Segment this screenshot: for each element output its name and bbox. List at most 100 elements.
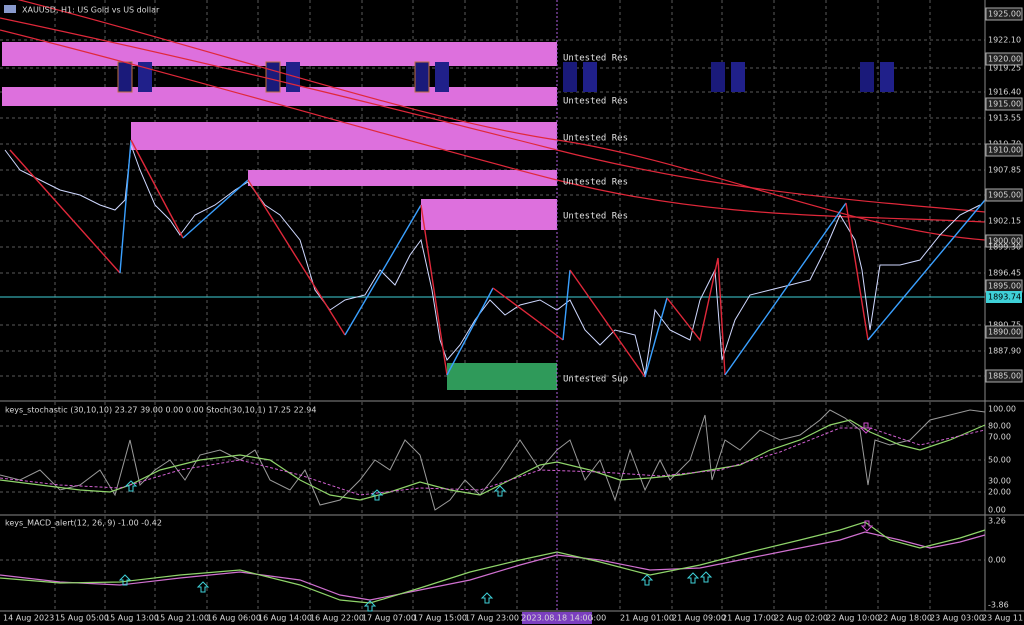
session-box [563,62,577,92]
time-axis-label: 17 Aug 23:00 [465,614,519,623]
time-axis-label: 21 Aug 09:00 [672,614,726,623]
price-box [985,234,1023,248]
price-axis-label: 1885.00 [988,372,1021,381]
price-axis-label: 1920.00 [988,55,1021,64]
time-axis-label: 23 Aug 11:00 [982,614,1024,623]
time-axis-label: 21 Aug 01:00 [620,614,674,623]
session-boxes [117,61,894,93]
price-axis-label: 1890.75 [988,321,1021,330]
session-box [711,62,725,92]
price-axis-label: 1919.25 [988,64,1021,73]
stoch-axis-label: 0.00 [988,506,1006,515]
crosshair-time: 2023.08.18 14:00 [521,614,592,623]
current-price-box [986,291,1022,303]
buy-arrow [370,489,384,501]
symbol-title: XAUUSD, H1: US Gold vs US dollar [22,6,160,15]
stoch-signal [0,419,986,501]
res-zone [131,122,557,150]
macd-axis-label: 0.00 [988,556,1006,565]
zone-label: Untested Res [563,54,628,64]
price-axis-label: 1890.00 [988,328,1021,337]
zigzag-down [130,139,184,239]
stoch-main [0,409,986,511]
buy-arrow [118,574,132,586]
time-axis-label: 17 Aug 15:00 [413,614,467,623]
zigzag-down [492,287,564,341]
buy-arrow [493,485,507,497]
zigzag-down [420,204,448,376]
session-box [860,62,874,92]
res-zone [421,199,557,230]
zigzag-up [446,287,494,376]
zigzag-up [182,179,249,239]
time-axis-label: 15 Aug 05:00 [55,614,109,623]
time-axis-label: 15 Aug 13:00 [105,614,159,623]
zigzag-down [9,149,121,274]
session-box [265,61,281,93]
indicator-label: keys_MACD_alert(12, 26, 9) -1.00 -0.42 [5,519,162,528]
session-box [435,62,449,92]
zigzag-up [119,139,132,274]
zigzag-up [644,297,668,378]
zone-label: Untested Sup [563,375,628,385]
stoch-axis-label: 80.00 [988,422,1011,431]
price-box [985,7,1023,21]
session-box [414,61,430,93]
zigzag-up [724,202,847,376]
price-box [985,188,1023,202]
macd-signal [0,531,986,601]
price-box [985,97,1023,111]
price-box [985,143,1023,157]
stoch-axis-label: 100.00 [988,405,1016,414]
price-axis-label: 1915.00 [988,100,1021,109]
time-axis-label: 21 Aug 17:00 [722,614,776,623]
time-axis-label: 22 Aug 10:00 [826,614,880,623]
zigzag-up [867,199,986,341]
time-axis-label: 22 Aug 02:00 [774,614,828,623]
session-box [138,62,152,92]
price-axis-label: 1893.74 [988,293,1021,302]
indicator-label: keys_stochastic (30,10,10) 23.27 39.00 0… [5,406,316,415]
price-axis-label: 1907.85 [988,166,1021,175]
zigzag-up [562,269,571,341]
price-box [985,369,1023,383]
time-axis-label: 23 Aug 03:00 [930,614,984,623]
zone-label: Untested Res [563,212,628,222]
price-box [985,52,1023,66]
ma-line [0,29,986,223]
time-axis-label: 16 Aug 22:00 [310,614,364,623]
session-box [583,62,597,92]
crosshair-time-box [522,612,592,624]
macd-axis-label: 3.26 [988,517,1006,526]
moving-averages [0,0,986,241]
price-axis-label: 1899.30 [988,243,1021,252]
zigzag-up [344,204,422,336]
ma-line [17,0,986,241]
macd-axis-label: -3.86 [988,601,1009,610]
stoch-axis-label: 70.00 [988,433,1011,442]
price-axis-label: 1900.00 [988,237,1021,246]
stoch-axis-label: 30.00 [988,477,1011,486]
sup-zone [447,363,557,390]
buy-arrow [480,592,494,604]
sell-arrow [859,422,873,434]
price-axis-label: 1887.90 [988,347,1021,356]
price-line [4,144,981,376]
zone-label: Untested Res [563,178,628,188]
buy-arrow [686,572,700,584]
price-axis-label: 1895.00 [988,282,1021,291]
sell-arrow [860,520,874,532]
zigzag [9,139,986,378]
price-axis-label: 1896.45 [988,269,1021,278]
time-axis-label: 16 Aug 14:00 [258,614,312,623]
price-axis-label: 1922.10 [988,36,1021,45]
buy-arrow [196,581,210,593]
stoch-avg [0,427,986,496]
symbol-icon [4,5,16,13]
price-axis-label: 1905.00 [988,191,1021,200]
time-axis-label: 15 Aug 21:00 [155,614,209,623]
ma-line [0,17,986,213]
